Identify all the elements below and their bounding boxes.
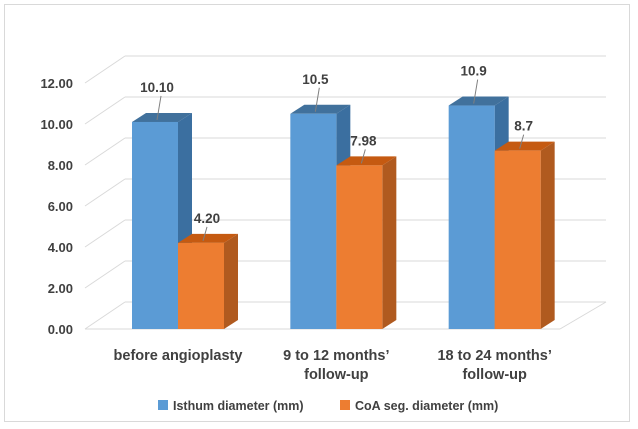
x-tick-label: 9 to 12 months’ xyxy=(283,348,389,364)
bar-top xyxy=(494,141,555,151)
legend-label: Isthum diameter (mm) xyxy=(173,399,304,413)
y-tick-label: 10.00 xyxy=(40,117,73,132)
data-label: 4.20 xyxy=(194,211,220,226)
bar-top xyxy=(132,112,192,122)
data-label: 8.7 xyxy=(514,119,533,134)
floor-edge xyxy=(559,301,607,330)
bar xyxy=(132,121,178,329)
y-tick-label: 12.00 xyxy=(40,76,73,91)
x-tick-label: follow-up xyxy=(304,367,369,383)
data-label-leader xyxy=(360,149,366,164)
bar xyxy=(178,242,224,329)
data-label-leader xyxy=(202,226,208,242)
data-label-leader xyxy=(156,95,162,121)
y-tick-label: 0.00 xyxy=(48,322,73,337)
gridline-depth xyxy=(84,219,126,248)
data-label: 10.9 xyxy=(461,64,487,79)
data-label-leader xyxy=(314,87,320,112)
bar xyxy=(494,150,541,329)
bar-side xyxy=(540,141,555,329)
data-label: 10.5 xyxy=(302,72,329,87)
y-tick-label: 6.00 xyxy=(48,199,73,214)
legend-swatch xyxy=(340,400,350,410)
x-tick-label: follow-up xyxy=(462,367,527,383)
bar-top xyxy=(178,233,238,243)
y-tick-label: 4.00 xyxy=(48,240,73,255)
legend-label: CoA seg. diameter (mm) xyxy=(355,399,498,413)
bar-top xyxy=(336,156,397,166)
gridline-depth xyxy=(84,55,126,84)
gridline-depth xyxy=(84,301,126,330)
gridline-depth xyxy=(84,137,126,166)
bar-side xyxy=(382,156,397,329)
legend-swatch xyxy=(158,400,168,410)
bar-top xyxy=(290,104,351,114)
y-tick-label: 8.00 xyxy=(48,158,73,173)
bar-top xyxy=(448,96,509,106)
bar-side xyxy=(224,233,238,329)
data-label-leader xyxy=(473,79,479,104)
x-tick-label: 18 to 24 months’ xyxy=(437,348,551,364)
gridline-depth xyxy=(84,96,126,125)
bar xyxy=(336,165,383,329)
bar xyxy=(448,105,495,329)
gridline-depth xyxy=(84,260,126,289)
y-tick-label: 2.00 xyxy=(48,281,73,296)
data-label: 7.98 xyxy=(350,133,377,148)
gridline-depth xyxy=(84,178,126,207)
data-label: 10.10 xyxy=(140,80,174,95)
x-tick-label: before angioplasty xyxy=(114,348,243,364)
bar xyxy=(290,113,337,329)
data-label-leader xyxy=(519,134,525,149)
